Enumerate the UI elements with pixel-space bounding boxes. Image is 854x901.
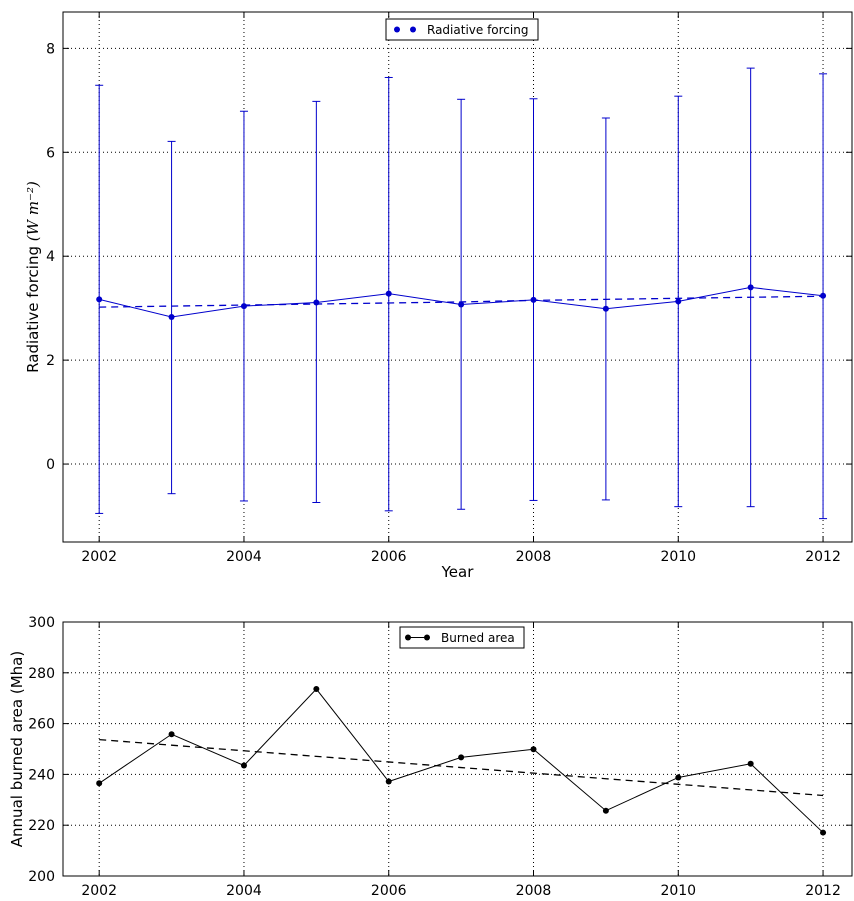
panel1-grid xyxy=(63,12,852,542)
data-point xyxy=(240,303,247,310)
data-point xyxy=(313,299,320,306)
panel2-series xyxy=(96,686,827,836)
x-tick-label: 2006 xyxy=(371,549,407,565)
panel1-series xyxy=(96,284,827,321)
x-tick-label: 2010 xyxy=(660,549,696,565)
data-point xyxy=(96,296,103,303)
data-point xyxy=(602,807,609,814)
legend-dot-icon xyxy=(405,634,411,641)
legend-dot-icon xyxy=(410,26,416,33)
panel1-legend: Radiative forcing xyxy=(385,18,539,41)
panel1-ticks: 2002 2004 2006 2008 2010 2012 0 2 4 6 8 xyxy=(46,12,852,565)
radiative-forcing-panel: 2002 2004 2006 2008 2010 2012 0 2 4 6 8 Year Radia… xyxy=(24,11,853,581)
x-tick-label: 2002 xyxy=(81,883,117,897)
y-tick-label: 260 xyxy=(28,717,55,733)
y-tick-label: 240 xyxy=(28,767,55,783)
panel2-legend-label: Burned area xyxy=(441,631,515,645)
data-point xyxy=(385,290,392,297)
x-tick-label: 2004 xyxy=(226,883,262,897)
data-point xyxy=(313,686,320,693)
y-tick-label: 280 xyxy=(28,666,55,682)
data-point xyxy=(96,780,103,787)
data-point xyxy=(747,284,754,291)
y-tick-label: 0 xyxy=(46,457,55,473)
burned-area-panel: 2002 2004 2006 2008 2010 2012 200 220 240 260 280 3… xyxy=(8,615,853,899)
legend-dot-icon xyxy=(424,634,430,641)
data-point xyxy=(168,314,175,321)
x-tick-label: 2012 xyxy=(805,883,841,897)
data-point xyxy=(747,760,754,767)
panel1-y-axis-label-text: Radiative forcing xyxy=(24,246,42,373)
x-tick-label: 2012 xyxy=(805,549,841,565)
panel1-y-axis-label: Radiative forcing (W m⁻²) xyxy=(24,181,42,373)
x-tick-label: 2002 xyxy=(81,549,117,565)
data-point xyxy=(602,305,609,312)
data-point xyxy=(458,754,465,761)
panel2-ticks: 2002 2004 2006 2008 2010 2012 200 220 240 260 280 3… xyxy=(28,615,852,899)
x-tick-label: 2008 xyxy=(516,883,552,897)
data-point xyxy=(530,746,537,753)
data-point xyxy=(240,762,247,769)
y-tick-label: 200 xyxy=(28,869,55,885)
data-point xyxy=(820,292,827,299)
panel1-legend-box xyxy=(385,18,539,41)
data-point xyxy=(530,296,537,303)
data-point xyxy=(820,829,827,836)
panel2-trend xyxy=(99,738,824,797)
y-tick-label: 2 xyxy=(46,353,55,369)
trend-line xyxy=(99,738,824,797)
data-point xyxy=(168,731,175,738)
panel2-y-axis-label: Annual burned area (Mha) xyxy=(8,651,26,847)
y-tick-label: 6 xyxy=(46,145,55,161)
data-point xyxy=(675,774,682,781)
panel2-legend: Burned area xyxy=(399,626,525,649)
y-tick-label: 220 xyxy=(28,818,55,834)
y-tick-label: 300 xyxy=(28,615,55,631)
data-point xyxy=(385,778,392,785)
x-tick-label: 2010 xyxy=(660,883,696,897)
panel2-grid xyxy=(63,621,852,877)
panel2-frame xyxy=(62,621,853,877)
panel2-legend-box xyxy=(399,626,525,649)
panel1-y-axis-unit: (W m⁻²) xyxy=(24,181,42,241)
series-line xyxy=(98,688,824,833)
x-tick-label: 2006 xyxy=(371,883,407,897)
panel1-frame xyxy=(62,11,853,543)
data-point xyxy=(675,298,682,305)
data-point xyxy=(458,301,465,308)
x-tick-label: 2004 xyxy=(226,549,262,565)
x-tick-label: 2008 xyxy=(516,549,552,565)
panel1-legend-label: Radiative forcing xyxy=(427,23,528,37)
legend-dot-icon xyxy=(394,26,400,33)
y-tick-label: 8 xyxy=(46,41,55,57)
panel1-x-axis-label: Year xyxy=(441,563,475,581)
y-tick-label: 4 xyxy=(46,249,55,265)
